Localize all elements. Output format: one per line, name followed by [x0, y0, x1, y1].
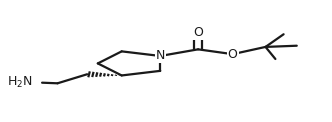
Text: O: O	[193, 26, 203, 39]
Text: O: O	[228, 48, 238, 61]
Text: N: N	[156, 49, 165, 62]
Text: H$_2$N: H$_2$N	[7, 75, 33, 90]
